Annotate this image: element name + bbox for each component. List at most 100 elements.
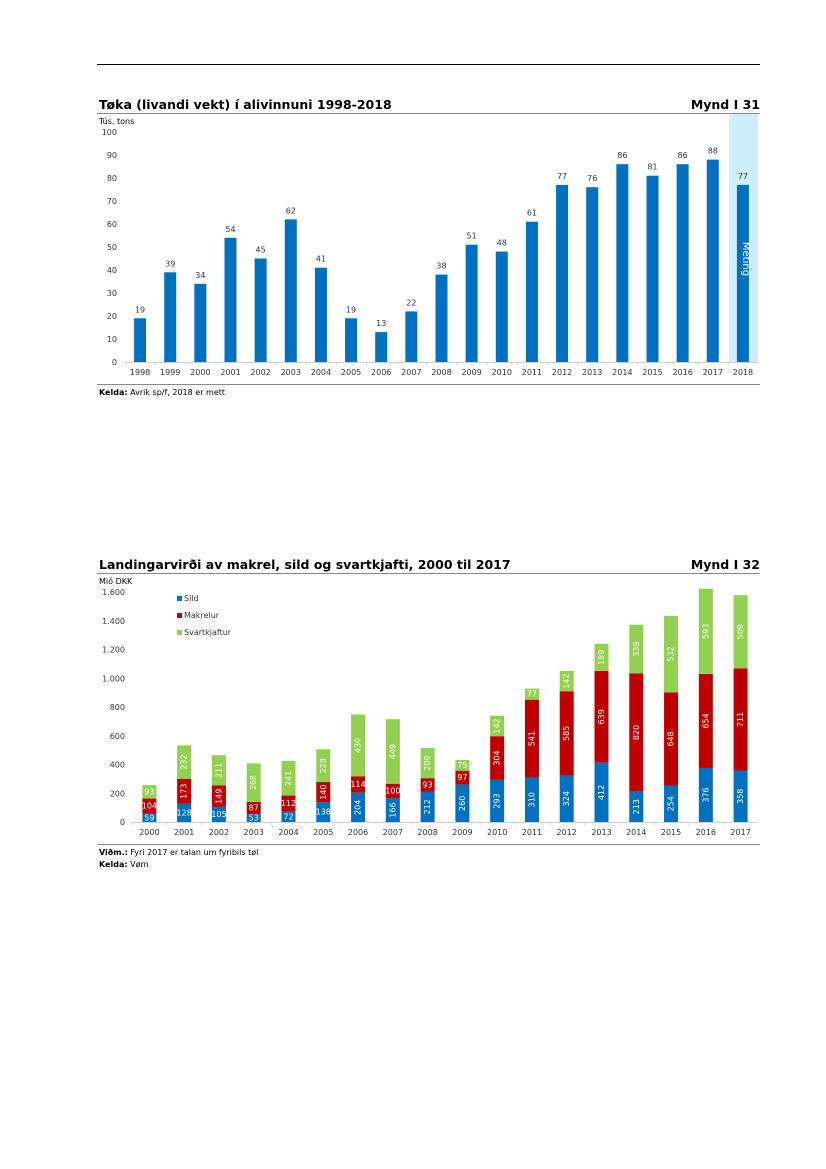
bar-segment-makrelur — [316, 782, 331, 803]
bar-segment-makrelur — [698, 673, 713, 768]
segment-value-label: 77 — [527, 690, 537, 699]
source-text: Avrik sp/f, 2018 er mett — [130, 388, 226, 397]
y-tick-label: 10 — [107, 335, 117, 344]
bar — [736, 184, 749, 362]
segment-value-label: 585 — [562, 726, 571, 741]
y-tick-label: 60 — [107, 220, 117, 229]
y-tick-label: 1.000 — [102, 674, 125, 683]
x-tick-label: 2007 — [401, 368, 421, 377]
bar-value-label: 34 — [195, 271, 205, 280]
bar-value-label: 51 — [467, 232, 477, 241]
y-tick-label: 30 — [107, 289, 117, 298]
x-tick-label: 2007 — [383, 828, 403, 837]
chart-landing-value: Mió DKK 0 200 400 600 800 1.000 1.200 1.400 1.600… — [99, 576, 758, 837]
bar-segment-makrelur — [733, 668, 748, 771]
source-label: Kelda: — [99, 860, 128, 869]
bar-segment-svartkjaftur — [246, 763, 261, 802]
figure-32-number: Mynd I 32 — [690, 557, 760, 572]
bar-segment-sild — [455, 784, 470, 822]
bar-value-label: 19 — [135, 305, 145, 314]
x-tick-label: 2003 — [244, 828, 264, 837]
bar — [525, 221, 538, 362]
segment-value-label: 97 — [457, 773, 467, 782]
segment-value-label: 293 — [493, 793, 502, 808]
x-tick-label: 2010 — [487, 828, 507, 837]
x-tick-label: 2002 — [250, 368, 270, 377]
bar-segment-sild — [594, 762, 609, 822]
bar-segment-svartkjaftur — [733, 595, 748, 669]
bar-segment-sild — [351, 792, 366, 822]
bar-value-label: 76 — [587, 174, 597, 183]
y-tick-label: 90 — [107, 151, 117, 160]
segment-value-label: 166 — [388, 802, 397, 817]
bar-segment-sild — [385, 798, 400, 822]
x-tick-label: 2017 — [730, 828, 750, 837]
bar-segment-makrelur — [385, 783, 400, 799]
y-tick-label: 200 — [110, 789, 125, 798]
bar-segment-svartkjaftur — [559, 670, 574, 692]
bar-segment-makrelur — [524, 699, 539, 778]
figure-31-notes: Kelda: Avrik sp/f, 2018 er mett — [97, 384, 760, 399]
bar — [345, 318, 358, 362]
figure-31-number: Mynd I 31 — [690, 97, 760, 112]
bar — [495, 251, 508, 362]
bar — [284, 219, 297, 362]
bar-segment-makrelur — [142, 798, 157, 814]
bar-value-label: 19 — [346, 305, 356, 314]
x-tick-label: 2017 — [703, 368, 723, 377]
bar-segment-makrelur — [177, 778, 192, 804]
segment-value-label: 654 — [701, 713, 710, 728]
bar-value-label: 54 — [225, 225, 235, 234]
y-tick-label: 0 — [120, 818, 125, 827]
x-tick-label: 2014 — [612, 368, 632, 377]
bar-segment-sild — [316, 802, 331, 822]
bar-segment-svartkjaftur — [664, 615, 679, 693]
figure-31: Tøka (livandi vekt) í alivinnuni 1998-20… — [97, 97, 760, 399]
x-tick-label: 2005 — [341, 368, 361, 377]
bar-segment-sild — [281, 811, 296, 822]
x-tick-label: 2008 — [431, 368, 451, 377]
x-tick-label: 2016 — [696, 828, 716, 837]
x-tick-label: 2002 — [209, 828, 229, 837]
bar-value-label: 88 — [708, 147, 718, 156]
bar — [435, 274, 448, 362]
x-tick-label: 2006 — [348, 828, 368, 837]
bar-segment-svartkjaftur — [351, 714, 366, 777]
bar-value-label: 48 — [497, 239, 507, 248]
x-tick-label: 1999 — [160, 368, 180, 377]
bar-segment-makrelur — [594, 670, 609, 763]
bar-segment-svartkjaftur — [281, 760, 296, 796]
bar-value-label: 86 — [678, 151, 688, 160]
segment-value-label: 140 — [319, 784, 328, 799]
x-tick-label: 2003 — [281, 368, 301, 377]
bar-segment-svartkjaftur — [629, 624, 644, 674]
x-tick-label: 2005 — [313, 828, 333, 837]
figure-32-source: Kelda: Vørn — [99, 859, 760, 871]
bar — [706, 159, 719, 362]
bar — [556, 184, 569, 362]
segment-value-label: 142 — [493, 718, 502, 733]
bar-segment-makrelur — [246, 801, 261, 815]
bar-value-label: 81 — [647, 163, 657, 172]
segment-value-label: 339 — [632, 642, 641, 657]
x-tick-label: 2018 — [733, 368, 753, 377]
bar-value-label: 62 — [286, 206, 296, 215]
bar-segment-makrelur — [211, 785, 226, 807]
segment-value-label: 254 — [667, 796, 676, 811]
x-tick-label: 2000 — [139, 828, 159, 837]
bar-segment-sild — [629, 791, 644, 822]
bar — [676, 164, 689, 362]
y-tick-label: 100 — [102, 128, 117, 137]
bar-segment-svartkjaftur — [698, 588, 713, 674]
source-label: Kelda: — [99, 388, 128, 397]
segment-value-label: 820 — [632, 725, 641, 740]
y-tick-label: 70 — [107, 197, 117, 206]
segment-value-label: 358 — [736, 789, 745, 804]
segment-value-label: 173 — [180, 784, 189, 799]
figure-31-header: Tøka (livandi vekt) í alivinnuni 1998-20… — [97, 97, 760, 114]
segment-value-label: 212 — [423, 799, 432, 814]
bar-segment-sild — [559, 775, 574, 822]
x-tick-label: 2001 — [220, 368, 240, 377]
segment-value-label: 72 — [283, 812, 293, 821]
bar-segment-makrelur — [420, 778, 435, 792]
